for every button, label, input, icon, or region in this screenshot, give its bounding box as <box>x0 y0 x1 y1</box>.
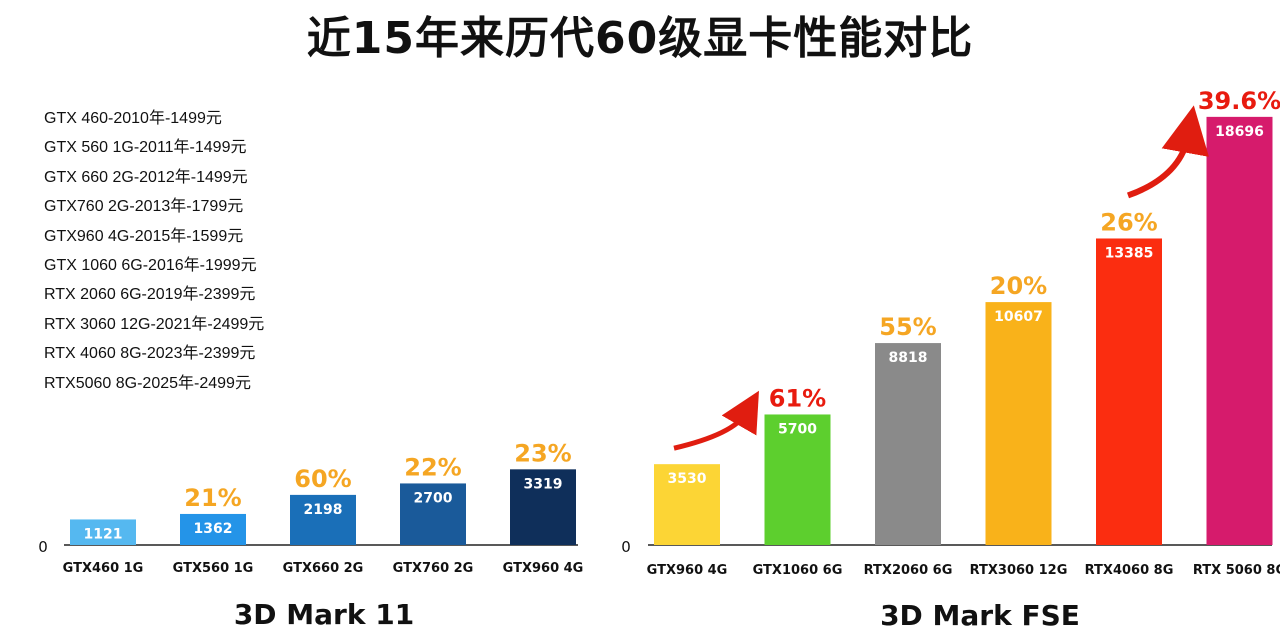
category-label: GTX960 4G <box>503 561 584 576</box>
category-label: GTX460 1G <box>63 561 144 576</box>
growth-arrow-icon <box>673 390 760 451</box>
bar-value-label: 18696 <box>1215 124 1264 140</box>
growth-label: 61% <box>769 384 826 412</box>
bar-gtx960-4g <box>510 469 576 545</box>
category-label: GTX960 4G <box>647 563 728 578</box>
category-label: GTX560 1G <box>173 561 254 576</box>
bar-value-label: 2198 <box>304 502 343 518</box>
category-label: RTX3060 12G <box>970 563 1068 578</box>
bar-value-label: 8818 <box>889 350 928 366</box>
growth-label: 39.6% <box>1198 87 1280 115</box>
legend-item: RTX 4060 8G-2023年-2399元 <box>44 345 256 363</box>
legend-item: GTX 660 2G-2012年-1499元 <box>44 168 248 186</box>
y-zero-label: 0 <box>38 538 48 556</box>
y-zero-label: 0 <box>621 538 631 556</box>
bar-value-label: 2700 <box>414 490 453 506</box>
category-label: RTX 5060 8G <box>1193 563 1280 578</box>
growth-arrow-icon <box>1126 105 1209 199</box>
category-label: RTX4060 8G <box>1085 563 1174 578</box>
bar-value-label: 3319 <box>524 476 563 492</box>
growth-label: 22% <box>404 453 461 481</box>
legend-item: GTX 460-2010年-1499元 <box>44 110 222 127</box>
bar-gtx560-1g <box>180 513 246 545</box>
bar-value-label: 1121 <box>84 526 123 542</box>
chart-title: 3D Mark 11 <box>234 598 414 631</box>
bar-gtx960-4g <box>654 464 720 545</box>
bar-gtx760-2g <box>400 483 466 545</box>
legend-item: GTX960 4G-2015年-1599元 <box>44 227 244 245</box>
legend-item: GTX760 2G-2013年-1799元 <box>44 198 244 216</box>
category-label: GTX1060 6G <box>753 563 843 578</box>
bar-value-label: 5700 <box>778 421 817 437</box>
bar-rtx-5060-8g <box>1206 116 1273 545</box>
bar-value-label: 1362 <box>194 521 233 537</box>
legend-item: RTX 3060 12G-2021年-2499元 <box>44 315 265 333</box>
bar-value-label: 3530 <box>668 471 707 487</box>
bar-rtx3060-12g <box>985 302 1052 545</box>
category-label: GTX760 2G <box>393 561 474 576</box>
page-title: 近15年来历代60级显卡性能对比 <box>306 13 974 64</box>
bar-gtx660-2g <box>290 494 356 545</box>
bar-value-label: 10607 <box>994 309 1043 325</box>
category-label: RTX2060 6G <box>864 563 953 578</box>
bar-value-label: 13385 <box>1105 245 1154 261</box>
gpu-legend-list: GTX 460-2010年-1499元 GTX 560 1G-2011年-149… <box>44 104 264 398</box>
bar-rtx4060-8g <box>1096 238 1162 545</box>
growth-label: 55% <box>879 313 936 341</box>
bar-rtx2060-6g <box>875 343 941 545</box>
legend-item: GTX 1060 6G-2016年-1999元 <box>44 256 257 274</box>
growth-label: 60% <box>294 465 351 493</box>
growth-label: 21% <box>184 484 241 512</box>
legend-item: RTX 2060 6G-2019年-2399元 <box>44 286 256 304</box>
legend-item: RTX5060 8G-2025年-2499元 <box>44 374 251 392</box>
growth-label: 20% <box>990 272 1047 300</box>
bar-gtx460-1g <box>70 519 136 545</box>
bar-gtx1060-6g <box>764 414 831 545</box>
growth-label: 26% <box>1100 208 1157 236</box>
growth-label: 23% <box>514 439 571 467</box>
chart-title: 3D Mark FSE <box>880 599 1080 632</box>
category-label: GTX660 2G <box>283 561 364 576</box>
legend-item: GTX 560 1G-2011年-1499元 <box>44 139 247 157</box>
